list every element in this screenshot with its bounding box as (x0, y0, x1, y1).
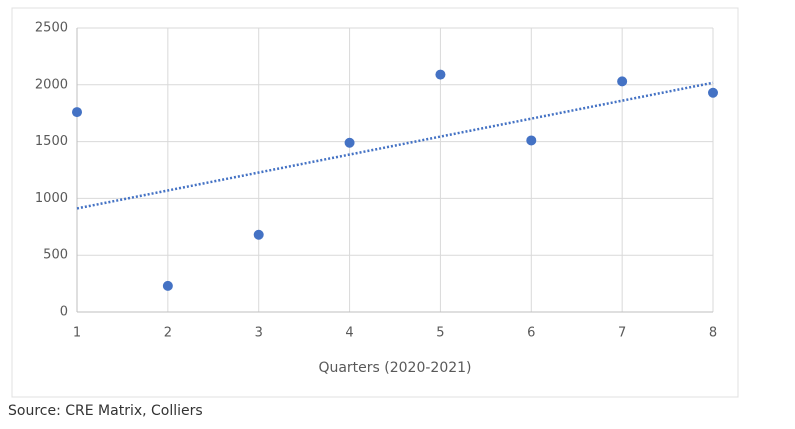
y-tick-label: 1500 (35, 134, 68, 149)
point (253, 229, 264, 240)
x-axis-label: Quarters (2020-2021) (318, 360, 471, 376)
point (617, 76, 628, 87)
x-tick-label: 5 (436, 326, 444, 341)
point (162, 280, 173, 291)
point (708, 87, 718, 98)
point (344, 137, 355, 148)
x-tick-label: 6 (527, 326, 535, 341)
y-tick-label: 2000 (35, 77, 68, 92)
y-tick-label: 2500 (35, 21, 68, 36)
x-tick-label: 7 (618, 326, 626, 341)
y-tick-label: 1000 (35, 191, 68, 206)
trendline (76, 81, 714, 210)
point (526, 135, 537, 146)
y-tick-label: 0 (60, 305, 68, 320)
x-tick-label: 8 (709, 326, 717, 341)
chart: Quarters (2020-2021) 0 500 1000 1500 2000 250… (11, 7, 739, 398)
x-tick-label: 1 (73, 326, 81, 341)
point (435, 69, 446, 80)
x-tick-label: 4 (345, 326, 353, 341)
source-note: Source: CRE Matrix, Colliers (8, 403, 203, 419)
point (72, 107, 82, 118)
y-tick-label: 500 (43, 248, 68, 263)
chart-frame (11, 7, 739, 398)
x-tick-label: 3 (255, 326, 263, 341)
x-tick-label: 2 (164, 326, 172, 341)
